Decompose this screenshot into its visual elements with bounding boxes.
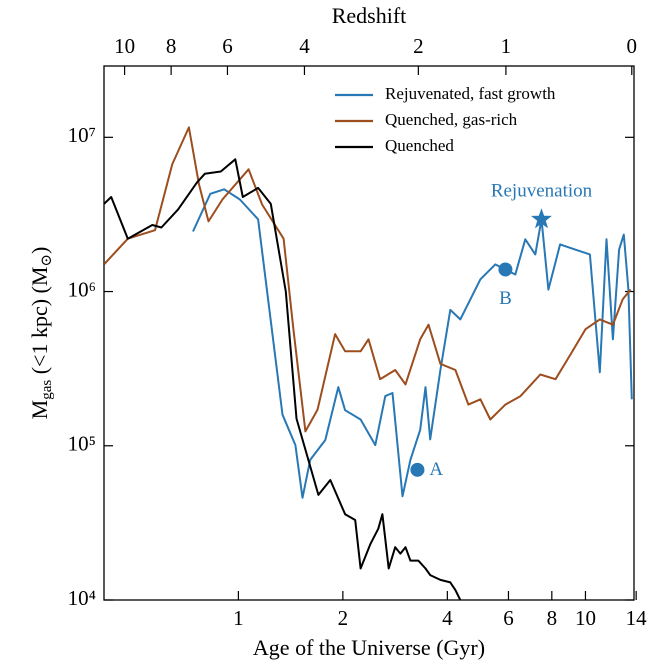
- series-line: [104, 158, 462, 600]
- x-tick-label: 1: [233, 606, 244, 630]
- plot-frame: [103, 65, 635, 601]
- x2-tick-label: 10: [114, 34, 135, 58]
- x2-tick-label: 6: [222, 34, 233, 58]
- y-tick-label: 10⁶: [68, 277, 96, 301]
- y-tick-label: 10⁴: [68, 586, 96, 610]
- x2-tick-label: 4: [299, 34, 310, 58]
- x-tick-label: 6: [503, 606, 514, 630]
- y-axis-label-part: ): [27, 247, 52, 254]
- annotation-label: B: [499, 288, 512, 309]
- x2-axis-label: Redshift: [332, 3, 407, 28]
- annotation-star: [531, 208, 552, 229]
- x-tick-label: 4: [442, 606, 453, 630]
- y-axis-label-part: gas: [39, 380, 55, 400]
- annotation-label: A: [429, 459, 443, 480]
- x2-tick-label: 8: [166, 34, 177, 58]
- series-line: [104, 126, 632, 433]
- legend-label: Rejuvenated, fast growth: [385, 84, 556, 103]
- series-line: [192, 188, 633, 499]
- y-tick-label: 10⁷: [68, 123, 96, 147]
- x2-tick-label: 1: [501, 34, 512, 58]
- x2-tick-label: 0: [627, 34, 638, 58]
- x-tick-label: 8: [547, 606, 558, 630]
- y-axis-label-part: M: [27, 400, 52, 420]
- y-axis-label: Mgas (<1 kpc) (M⊙): [27, 247, 55, 420]
- x-tick-label: 14: [626, 606, 648, 630]
- legend-label: Quenched: [385, 136, 454, 155]
- annotation-label: Rejuvenation: [491, 181, 593, 202]
- annotation-point: [410, 462, 425, 477]
- y-axis-label-part: (<1 kpc) (M: [27, 267, 52, 380]
- x-tick-label: 10: [575, 606, 596, 630]
- y-tick-label: 10⁵: [68, 432, 96, 456]
- x-axis-label: Age of the Universe (Gyr): [253, 635, 485, 660]
- y-axis-label-part: ⊙: [39, 254, 55, 267]
- legend-label: Quenched, gas-rich: [385, 110, 518, 129]
- annotation-point: [498, 262, 513, 277]
- x2-tick-label: 2: [413, 34, 424, 58]
- x-tick-label: 2: [338, 606, 349, 630]
